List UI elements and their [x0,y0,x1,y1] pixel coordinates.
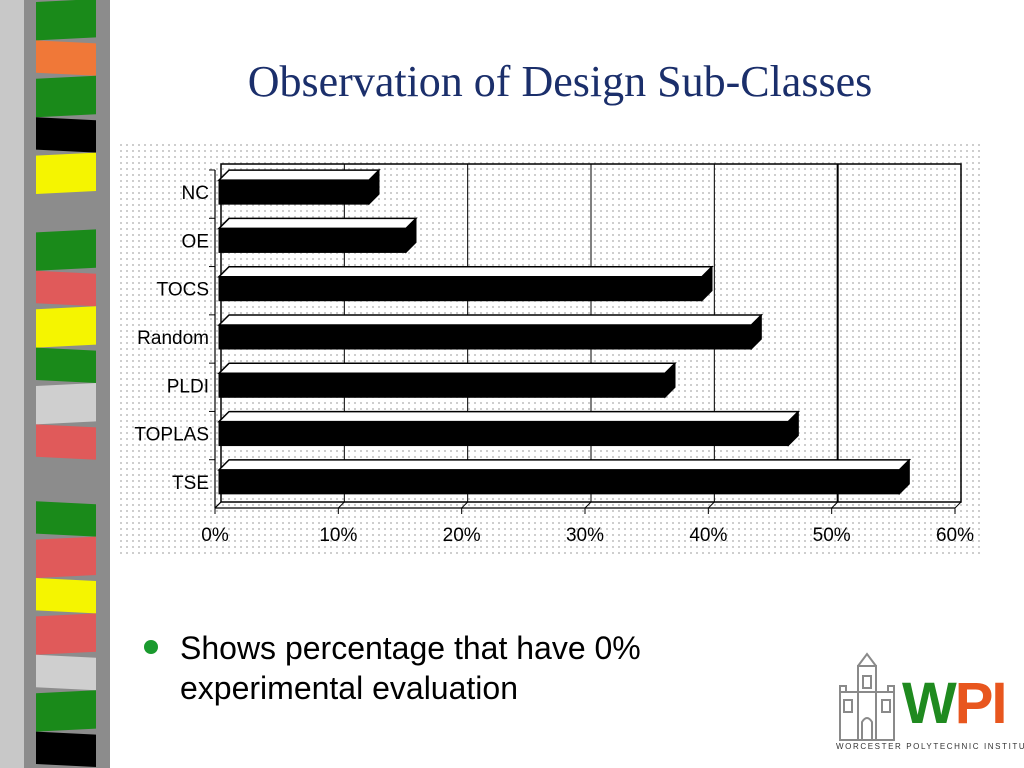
slide-title: Observation of Design Sub-Classes [247,57,873,106]
stripe-block [36,383,96,425]
x-tick-label: 60% [936,525,974,546]
y-category-label: OE [182,231,209,252]
stripe-block [36,347,96,383]
x-tick-depth [831,501,839,509]
x-tick-label: 30% [566,525,604,546]
stripe-block [36,578,96,614]
x-tick-label: 50% [813,525,851,546]
wpi-logo: WPI WORCESTER POLYTECHNIC INSTITUTE [832,650,1024,760]
stripe-block [36,654,96,691]
y-category-label: Random [137,328,209,349]
bar-top-face [217,314,764,326]
y-category-label: PLDI [167,376,209,397]
chart-panel: 0% 10% 20% 30% 40% 50% 60% NC OE TOCS Random PLDI TO… [118,142,984,556]
x-tick-depth [337,501,345,509]
logo-mark-w: W [902,671,957,736]
stripe-block [36,501,96,537]
x-tick-depth [461,501,469,509]
x-tick-label: 10% [319,525,357,546]
y-category-label: TOCS [157,280,209,301]
bullet-text: Shows percentage that have 0% experiment… [180,630,641,706]
stripe-edge [0,0,24,768]
y-category-label: TOPLAS [134,425,209,446]
x-tick-depth [584,501,592,509]
stripe-block [36,194,96,230]
x-tick-depth [954,501,962,509]
bar-chart: 0% 10% 20% 30% 40% 50% 60% NC OE TOCS Random PLDI TO… [134,163,974,546]
x-tick-label: 40% [689,525,727,546]
stripe-block [36,40,96,76]
bar [218,421,789,447]
logo-mark-pi: PI [954,671,1008,736]
bar [218,469,900,495]
stripe-block [36,424,96,460]
y-category-label: TSE [172,473,209,494]
castle-icon [839,652,895,741]
stripe-block [36,75,96,118]
wpi-logo-mark: WPI [902,671,1008,736]
bar-top-face [217,265,714,278]
bullet-dot-icon [144,640,158,654]
bar [218,372,666,398]
bar [218,324,752,350]
bar [218,179,370,205]
bar-top-face [217,362,677,375]
bar [218,276,703,302]
stripe-block [36,536,96,578]
stripe-block [36,459,96,502]
x-tick-label: 0% [201,525,229,546]
x-tick-depth [214,501,222,509]
bar [218,227,407,253]
stripe-block [36,152,96,194]
y-category-label: NC [182,183,209,204]
stripe-block [36,0,96,41]
stripe-block [36,613,96,655]
logo-subtitle: WORCESTER POLYTECHNIC INSTITUTE [836,742,1024,751]
decorative-color-stripe [0,0,110,768]
bar-top-face [217,459,912,471]
stripe-block [36,117,96,153]
stripe-block [36,229,96,271]
x-tick-label: 20% [443,525,481,546]
bar-top-face [217,169,381,181]
stripe-block [36,270,96,307]
x-tick-depth [707,501,715,509]
bar-top-face [217,410,801,423]
bar-top-face [217,217,418,230]
stripe-block [36,690,96,732]
stripe-block [36,731,96,767]
stripe-block [36,306,96,348]
